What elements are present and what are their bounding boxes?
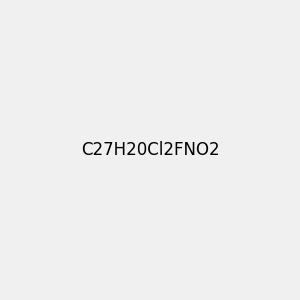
- Text: C27H20Cl2FNO2: C27H20Cl2FNO2: [81, 141, 219, 159]
